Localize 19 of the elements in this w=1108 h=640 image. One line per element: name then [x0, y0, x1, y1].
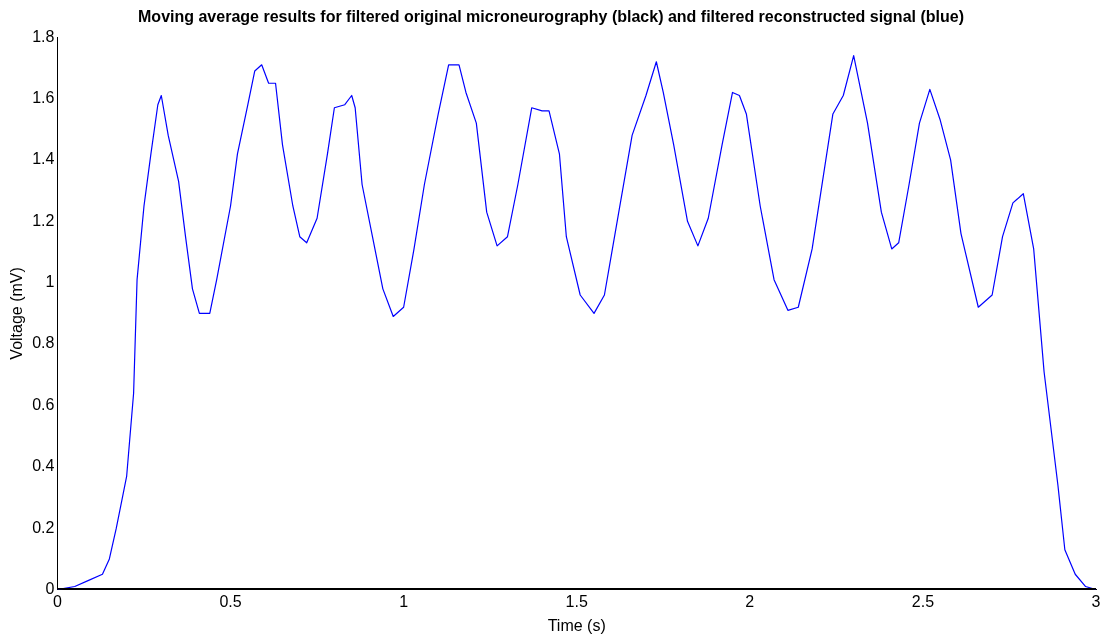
y-tick-label: 1.6 [32, 88, 55, 106]
y-tick-label: 0.2 [32, 518, 55, 536]
y-tick-label: 0.8 [32, 334, 55, 352]
y-tick-label: 1 [45, 273, 55, 291]
x-tick-label: 3 [1091, 592, 1101, 610]
y-tick-label: 1.2 [32, 211, 55, 229]
chart-title: Moving average results for filtered original microneurography (black) and filtered reconstructed signal (blue) [138, 8, 964, 26]
x-tick-label: 1.5 [565, 592, 588, 610]
x-tick-label: 2 [745, 592, 755, 610]
y-axis-title: Voltage (mV) [8, 267, 26, 360]
x-tick-label: 1 [399, 592, 409, 610]
x-axis-title: Time (s) [547, 616, 606, 634]
y-tick-label: 0.6 [32, 395, 55, 413]
y-tick-label: 0 [45, 580, 55, 598]
y-tick-label: 1.8 [32, 27, 55, 45]
y-tick-label: 0.4 [32, 457, 55, 475]
x-tick-label: 0.5 [219, 592, 242, 610]
x-tick-label: 2.5 [911, 592, 935, 610]
y-tick-label: 1.4 [32, 150, 55, 168]
